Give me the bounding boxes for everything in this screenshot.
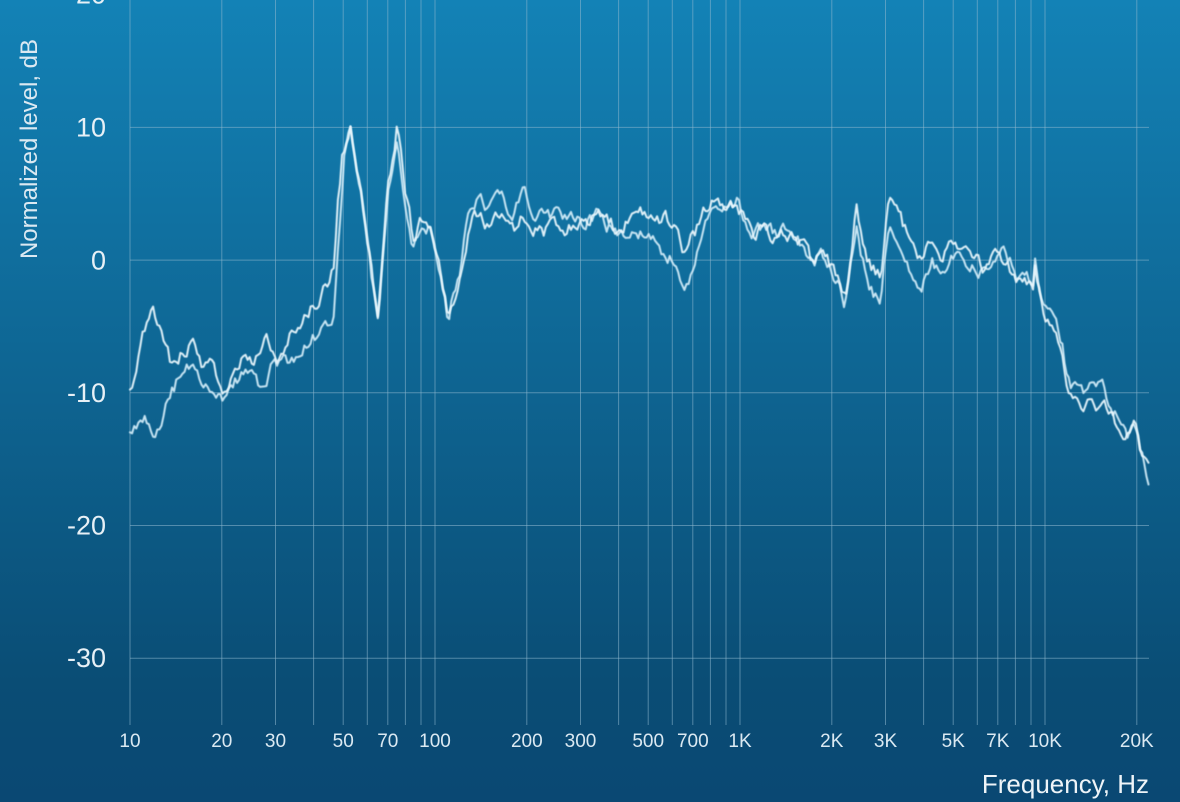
svg-text:-30: -30 xyxy=(67,643,106,673)
svg-text:3K: 3K xyxy=(874,731,898,752)
svg-text:0: 0 xyxy=(91,245,106,275)
svg-text:300: 300 xyxy=(565,731,597,752)
svg-text:50: 50 xyxy=(333,731,354,752)
svg-text:70: 70 xyxy=(377,731,398,752)
svg-text:20K: 20K xyxy=(1120,731,1154,752)
svg-text:100: 100 xyxy=(419,731,451,752)
svg-text:200: 200 xyxy=(511,731,543,752)
svg-text:-20: -20 xyxy=(67,511,106,541)
svg-text:1K: 1K xyxy=(728,731,752,752)
svg-text:10: 10 xyxy=(119,731,140,752)
svg-text:Normalized level, dB: Normalized level, dB xyxy=(16,39,43,259)
svg-text:Frequency, Hz: Frequency, Hz xyxy=(982,769,1149,799)
svg-text:20: 20 xyxy=(211,731,232,752)
svg-text:700: 700 xyxy=(677,731,709,752)
svg-text:30: 30 xyxy=(265,731,286,752)
svg-text:10: 10 xyxy=(76,112,106,142)
svg-text:500: 500 xyxy=(632,731,664,752)
svg-text:5K: 5K xyxy=(942,731,966,752)
svg-text:7K: 7K xyxy=(986,731,1010,752)
svg-text:20: 20 xyxy=(76,0,106,10)
svg-text:-10: -10 xyxy=(67,378,106,408)
svg-text:2K: 2K xyxy=(820,731,844,752)
svg-text:10K: 10K xyxy=(1028,731,1062,752)
